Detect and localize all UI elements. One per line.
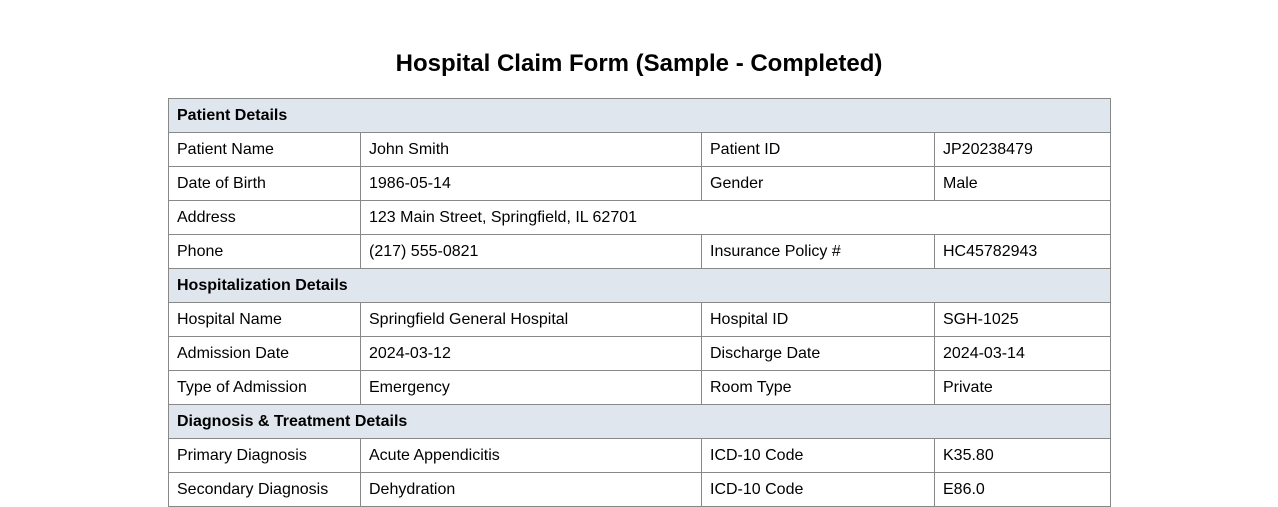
- field-row: Phone (217) 555-0821 Insurance Policy # HC4…: [168, 234, 1112, 269]
- field-value: 2024-03-14: [933, 336, 1112, 371]
- field-label: Room Type: [701, 370, 935, 405]
- field-label: Type of Admission: [168, 370, 361, 405]
- field-row: Hospital Name Springfield General Hospita…: [168, 302, 1112, 337]
- field-value: Springfield General Hospital: [360, 302, 702, 337]
- field-label: ICD-10 Code: [701, 438, 935, 473]
- field-row: Secondary Diagnosis Dehydration ICD-10 Cod…: [168, 472, 1112, 507]
- field-value: 2024-03-12: [360, 336, 702, 371]
- field-value: 1986-05-14: [360, 166, 702, 201]
- form-title: Hospital Claim Form (Sample - Completed): [395, 50, 883, 77]
- field-value: HC45782943: [933, 234, 1112, 269]
- field-label: Phone: [168, 234, 361, 269]
- section-row: Patient Details: [167, 98, 1112, 133]
- field-value: Dehydration: [360, 472, 702, 507]
- table-body: Patient Details Patient Name John Smith Pat…: [167, 98, 1112, 507]
- section-title: Patient Details: [167, 98, 1112, 133]
- field-label: Primary Diagnosis: [168, 438, 361, 473]
- section-title: Diagnosis & Treatment Details: [167, 404, 1112, 439]
- field-label: Patient Name: [168, 132, 361, 167]
- field-value: Private: [933, 370, 1112, 405]
- field-label: Patient ID: [701, 132, 935, 167]
- field-value: K35.80: [933, 438, 1112, 473]
- field-row: Type of Admission Emergency Room Type Priva…: [168, 370, 1112, 405]
- section-title: Hospitalization Details: [167, 268, 1112, 303]
- claim-table: Patient Details Patient Name John Smith Pat…: [167, 98, 1112, 507]
- section-row: Hospitalization Details: [167, 268, 1112, 303]
- field-label: Gender: [701, 166, 935, 201]
- field-row: Patient Name John Smith Patient ID JP202384…: [168, 132, 1112, 167]
- field-value: JP20238479: [933, 132, 1112, 167]
- field-value: SGH-1025: [933, 302, 1112, 337]
- field-value: E86.0: [933, 472, 1112, 507]
- field-label: Secondary Diagnosis: [168, 472, 361, 507]
- field-row: Primary Diagnosis Acute Appendicitis ICD-1…: [168, 438, 1112, 473]
- field-value: 123 Main Street, Springfield, IL 62701: [359, 200, 1112, 235]
- field-label: Hospital Name: [168, 302, 361, 337]
- field-label: Discharge Date: [701, 336, 935, 371]
- field-label: ICD-10 Code: [701, 472, 935, 507]
- field-label: Address: [168, 200, 361, 235]
- field-value: Acute Appendicitis: [360, 438, 702, 473]
- field-value: Male: [933, 166, 1112, 201]
- section-row: Diagnosis & Treatment Details: [167, 404, 1112, 439]
- field-label: Date of Birth: [168, 166, 361, 201]
- field-row: Date of Birth 1986-05-14 Gender Male: [168, 166, 1112, 201]
- field-label: Insurance Policy #: [701, 234, 935, 269]
- field-value: Emergency: [360, 370, 702, 405]
- field-label: Hospital ID: [701, 302, 935, 337]
- field-row: Admission Date 2024-03-12 Discharge Date 20…: [168, 336, 1112, 371]
- field-value: John Smith: [360, 132, 702, 167]
- field-label: Admission Date: [168, 336, 361, 371]
- field-row: Address 123 Main Street, Springfield, IL …: [168, 200, 1112, 235]
- field-value: (217) 555-0821: [360, 234, 702, 269]
